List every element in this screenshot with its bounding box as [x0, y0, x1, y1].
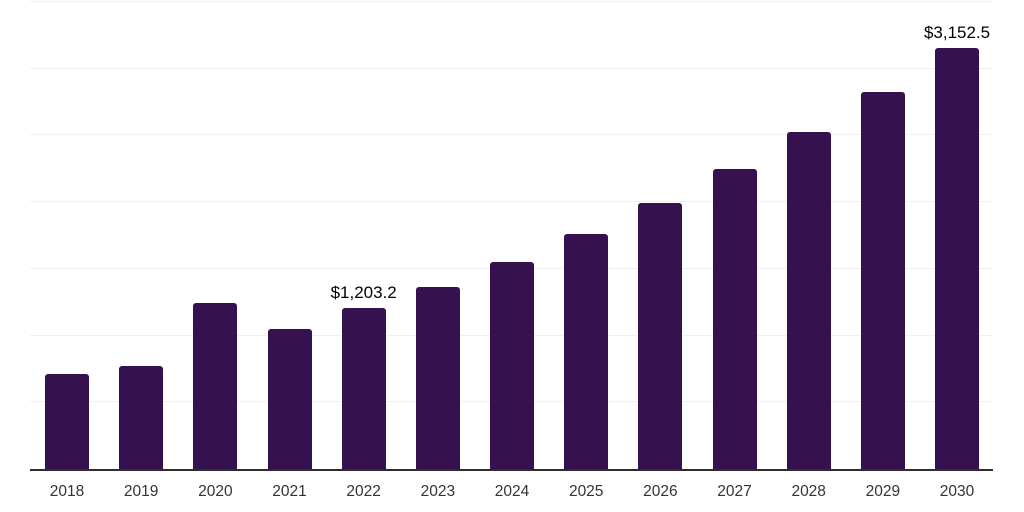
gridline-2500 [30, 134, 993, 136]
x-tick-label-2028: 2028 [791, 483, 826, 500]
bar-2018 [45, 374, 89, 469]
bar-2029 [861, 92, 905, 469]
gridline-3500 [30, 1, 993, 2]
x-tick-label-2025: 2025 [568, 483, 604, 500]
x-tick-label-2020: 2020 [198, 483, 233, 500]
gridline-3000 [30, 67, 993, 69]
data-label-2030: $3,152.5 [923, 23, 991, 43]
x-tick-label-2018: 2018 [49, 483, 85, 500]
bar-2020 [193, 303, 237, 469]
bar-2025 [564, 234, 608, 469]
bar-2026 [638, 203, 682, 469]
x-tick-label-2029: 2029 [865, 483, 901, 500]
x-tick-label-2023: 2023 [420, 483, 456, 500]
bar-2030 [935, 48, 979, 469]
bar-2023 [416, 287, 460, 469]
x-axis-line [30, 469, 993, 471]
x-tick-label-2021: 2021 [272, 483, 307, 500]
x-tick-label-2027: 2027 [717, 483, 752, 500]
x-tick-label-2022: 2022 [346, 483, 381, 500]
x-tick-label-2024: 2024 [494, 483, 530, 500]
data-label-2022: $1,203.2 [330, 283, 397, 303]
bar-2027 [713, 169, 757, 469]
gridline-2000 [30, 201, 993, 203]
bar-2021 [268, 329, 312, 469]
bar-2019 [119, 366, 163, 469]
x-tick-label-2026: 2026 [643, 483, 678, 500]
bar-2028 [787, 132, 831, 469]
plot-area: $1,203.2 $3,152.5 [30, 0, 993, 471]
x-tick-label-2019: 2019 [123, 483, 159, 500]
bar-2024 [490, 262, 534, 469]
bar-2022 [342, 308, 386, 469]
x-tick-label-2030: 2030 [939, 483, 975, 500]
